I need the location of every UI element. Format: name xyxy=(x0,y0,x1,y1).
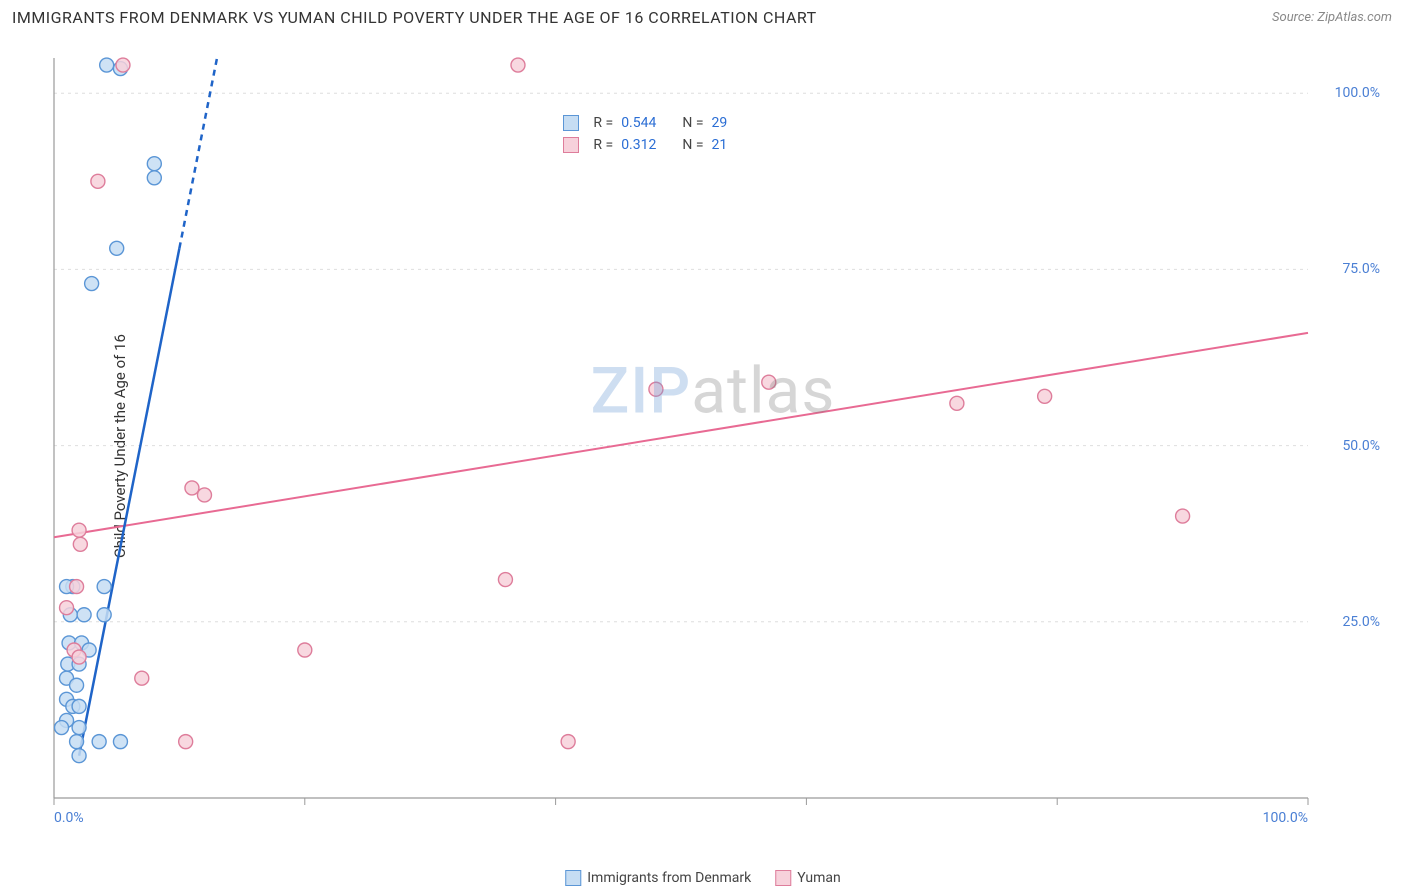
legend-label: Yuman xyxy=(797,870,840,886)
y-tick-label: 100.0% xyxy=(1335,85,1380,101)
n-label: N = xyxy=(682,115,703,131)
stats-legend-row: R = 0.312 N = 21 xyxy=(563,134,727,156)
n-label: N = xyxy=(682,137,703,153)
chart-title: IMMIGRANTS FROM DENMARK VS YUMAN CHILD P… xyxy=(12,8,817,27)
y-tick-label: 50.0% xyxy=(1342,438,1380,454)
stats-legend-row: R = 0.544 N = 29 xyxy=(563,112,727,134)
legend-swatch xyxy=(775,870,791,886)
x-tick-label: 100.0% xyxy=(1263,810,1308,826)
legend-swatch xyxy=(563,115,579,131)
legend-item: Immigrants from Denmark xyxy=(565,870,751,886)
legend-swatch xyxy=(565,870,581,886)
n-value: 29 xyxy=(712,115,728,131)
r-value: 0.544 xyxy=(621,115,656,131)
y-tick-label: 75.0% xyxy=(1342,261,1380,277)
r-value: 0.312 xyxy=(621,137,656,153)
r-label: R = xyxy=(593,137,613,153)
n-value: 21 xyxy=(712,137,728,153)
legend-label: Immigrants from Denmark xyxy=(587,870,751,886)
source-attribution: Source: ZipAtlas.com xyxy=(1272,10,1392,25)
y-tick-label: 25.0% xyxy=(1342,614,1380,630)
legend-swatch xyxy=(563,137,579,153)
bottom-legend: Immigrants from Denmark Yuman xyxy=(565,870,841,886)
r-label: R = xyxy=(593,115,613,131)
legend-item: Yuman xyxy=(775,870,840,886)
stats-legend: R = 0.544 N = 29 R = 0.312 N = 21 xyxy=(553,106,737,162)
chart-plot-area: ZIPatlas 25.0%50.0%75.0%100.0% 0.0%100.0… xyxy=(48,48,1378,828)
x-tick-label: 0.0% xyxy=(54,810,84,826)
chart-svg xyxy=(48,48,1378,828)
